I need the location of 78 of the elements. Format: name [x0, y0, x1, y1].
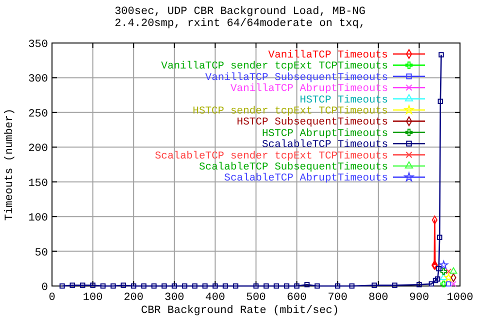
y-tick-label: 250	[28, 108, 48, 120]
point	[372, 282, 377, 288]
point	[222, 283, 228, 289]
point	[450, 267, 458, 274]
y-tick-label: 50	[34, 247, 48, 260]
legend-label: VanillaTCP AbruptTimeouts	[230, 83, 388, 96]
chart-title: 300sec, UDP CBR Background Load, MB-NG	[114, 6, 366, 18]
point	[438, 98, 444, 104]
point	[192, 283, 198, 289]
x-tick-label: 700	[328, 292, 348, 304]
point	[434, 276, 440, 282]
legend-label: ScalableTCP SubsequentTimeouts	[198, 162, 388, 174]
legend-label: VanillaTCP sender tcpExt TCPTimeouts	[161, 60, 388, 73]
legend-label: HSTCP AbruptTimeouts	[262, 128, 388, 140]
point	[349, 283, 354, 289]
point	[172, 283, 178, 289]
point	[110, 283, 116, 289]
point	[446, 268, 452, 274]
point	[253, 283, 259, 289]
point	[232, 283, 238, 289]
point	[151, 283, 157, 289]
point	[450, 280, 456, 287]
point	[436, 234, 442, 240]
x-tick-label: 300	[164, 292, 184, 304]
point	[70, 282, 76, 288]
legend-label: ScalableTCP AbruptTimeouts	[224, 172, 388, 185]
y-tick-label: 150	[28, 178, 48, 190]
point	[264, 283, 269, 289]
point	[130, 283, 136, 289]
point	[428, 281, 434, 287]
x-tick-label: 800	[368, 292, 388, 304]
point	[392, 282, 398, 288]
legend-label: HSTCP sender tcpExt TCPTimeouts	[192, 106, 388, 118]
y-tick-label: 100	[28, 212, 48, 225]
y-axis-title: Timeouts (number)	[4, 108, 16, 221]
point	[162, 283, 167, 289]
y-tick-label: 300	[28, 74, 48, 86]
point	[440, 280, 448, 288]
x-tick-label: 500	[246, 292, 266, 304]
legend-label: HSTCP Timeouts	[300, 94, 388, 106]
point	[182, 283, 188, 289]
y-tick-label: 200	[28, 143, 48, 156]
y-tick-label: 350	[28, 39, 48, 51]
point	[60, 283, 65, 289]
point	[202, 283, 208, 289]
legend-label: HSTCP SubsequentTimeouts	[236, 116, 388, 129]
y-tick-label: 0	[41, 282, 48, 294]
legend-label: VanillaTCP Timeouts	[268, 50, 388, 62]
legend-label: ScalableTCP Timeouts	[262, 139, 388, 152]
point	[440, 273, 448, 280]
legend-label: VanillaTCP SubsequentTimeouts	[205, 72, 388, 84]
x-axis-title: CBR Background Rate (mbit/sec)	[140, 305, 340, 317]
point	[100, 283, 106, 289]
point	[436, 266, 442, 272]
point	[212, 283, 218, 289]
point	[432, 278, 438, 284]
point	[304, 282, 310, 288]
point	[284, 283, 290, 289]
x-tick-label: 1000	[446, 292, 474, 304]
x-tick-label: 900	[409, 292, 430, 304]
point	[439, 260, 448, 269]
point	[141, 283, 146, 289]
point	[444, 273, 453, 282]
x-tick-label: 100	[82, 292, 103, 304]
legend-label: ScalableTCP sender tcpExt TCPTimeouts	[154, 150, 388, 162]
point	[274, 283, 280, 289]
point	[334, 283, 340, 289]
chart-subtitle: 2.4.20smp, rxint 64/64moderate on txq,	[114, 18, 366, 30]
x-tick-label: 600	[286, 292, 307, 304]
point	[120, 282, 126, 288]
point	[294, 283, 300, 289]
x-tick-label: 400	[205, 292, 226, 304]
point	[438, 52, 444, 58]
point	[440, 268, 448, 275]
point	[314, 283, 320, 289]
x-tick-label: 0	[48, 292, 56, 304]
x-tick-label: 200	[124, 292, 144, 304]
point	[80, 282, 86, 288]
